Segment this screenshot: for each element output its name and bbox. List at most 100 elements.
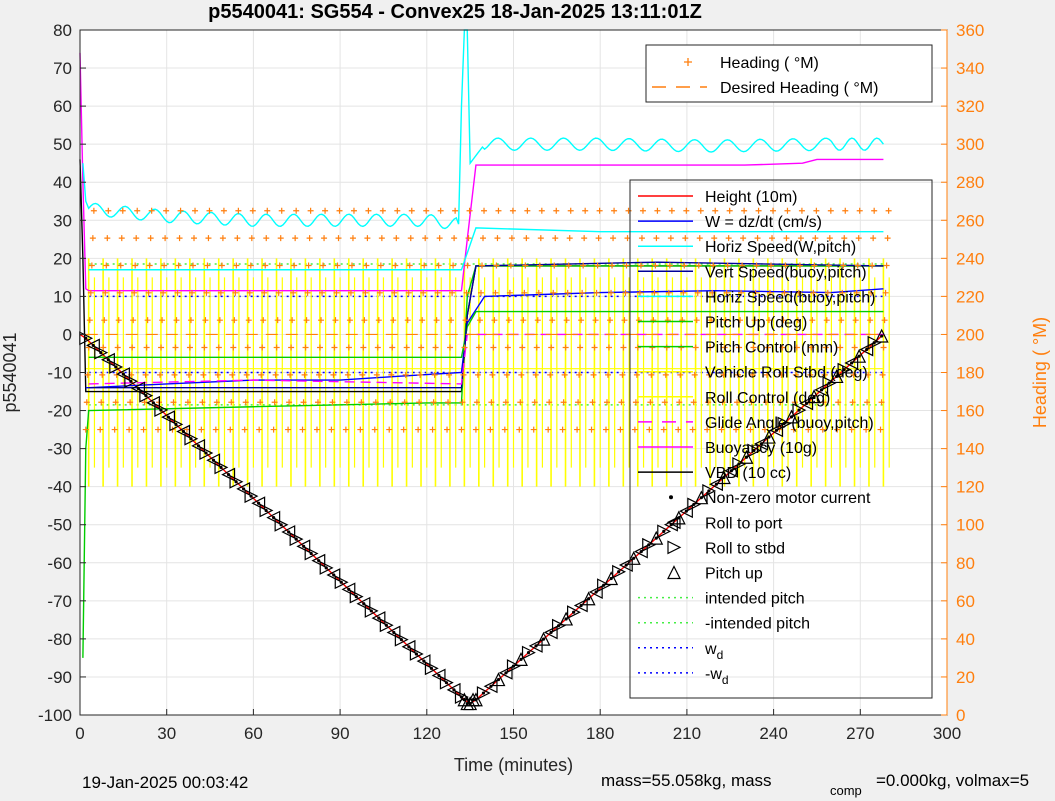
y2-tick-label: 320 [956,97,984,116]
heading-marker [461,344,468,351]
heading-marker [288,344,295,351]
heading-marker [393,235,400,242]
x-tick-label: 0 [75,724,84,743]
attitude-event-marker [604,571,619,586]
heading-marker [199,399,206,406]
heading-marker [334,262,341,269]
heading-marker [851,344,858,351]
attitude-event-marker [799,396,814,411]
heading-marker [491,317,498,324]
heading-marker [537,235,544,242]
heading-marker [270,426,277,433]
heading-marker [632,399,639,406]
heading-marker [140,426,147,433]
heading-marker [633,371,640,378]
heading-marker [275,289,282,296]
series-line [82,29,884,230]
heading-marker [706,371,713,378]
heading-marker [260,317,267,324]
heading-marker [214,371,221,378]
y-axis-label: p5540041 [0,332,20,412]
heading-marker [551,262,558,269]
attitude-event-marker [364,603,379,618]
motor-current-dot [699,496,703,500]
heading-marker [130,317,137,324]
series-line [88,227,884,271]
y2-tick-label: 160 [956,402,984,421]
heading-marker [693,317,700,324]
motor-current-dot [151,401,156,405]
heading-marker [796,262,803,269]
attitude-event-marker [154,403,169,417]
heading-marker [548,344,555,351]
heading-marker [177,207,184,214]
motor-current-dot [471,698,475,702]
heading-marker [605,371,612,378]
motor-current-dot [129,379,133,383]
motor-current-dot [534,644,538,648]
heading-marker [431,371,438,378]
y-tick-label: 10 [53,287,72,306]
heading-marker [131,289,138,296]
heading-marker [840,262,847,269]
heading-marker [884,235,891,242]
attitude-event-marker [394,632,409,647]
motor-current-dot [819,388,824,392]
attitude-event-marker [139,388,154,403]
attitude-event-marker [649,530,664,545]
attitude-event-marker [146,395,161,410]
heading-marker [301,371,308,378]
heading-marker [765,317,772,324]
heading-marker [147,235,154,242]
attitude-event-marker [597,578,612,593]
heading-marker [349,235,356,242]
motor-current-dot [865,347,869,352]
attitude-event-marker [251,496,266,511]
motor-current-dot [468,701,472,706]
heading-marker [400,426,407,433]
heading-marker [763,371,770,378]
attitude-event-marker [792,403,807,418]
heading-marker [313,426,320,433]
motor-current-dot [812,395,816,399]
heading-marker [328,426,335,433]
heading-marker [821,371,828,378]
heading-marker [116,289,123,296]
y-tick-label: -80 [47,630,72,649]
heading-marker [203,289,210,296]
heading-marker [162,235,169,242]
motor-current-dot [347,587,351,591]
heading-marker [662,371,669,378]
y-tick-label: 0 [63,325,72,344]
heading-marker [519,344,526,351]
heading-marker [262,262,269,269]
y2-tick-label: 240 [956,249,984,268]
heading-marker [362,289,369,296]
heading-marker [610,235,617,242]
y2-tick-label: 40 [956,630,975,649]
heading-marker [248,235,255,242]
attitude-event-marker [341,582,356,597]
legend-main-label: Pitch Control (mm) [705,340,838,357]
heading-marker [102,289,109,296]
heading-marker [101,317,108,324]
heading-marker [516,426,523,433]
attitude-event-marker [514,652,528,666]
heading-marker [191,235,198,242]
marker-layer [79,207,892,711]
heading-marker [777,399,784,406]
heading-marker [90,207,97,214]
heading-marker [735,371,742,378]
attitude-event-marker [626,550,641,565]
heading-marker [864,399,871,406]
y-tick-label: -10 [47,364,72,383]
y-tick-label: -30 [47,440,72,459]
attitude-event-marker [100,352,115,367]
heading-marker [740,235,747,242]
heading-marker [507,262,514,269]
attitude-event-marker [642,537,657,552]
x-tick-label: 30 [157,724,176,743]
heading-marker [863,426,870,433]
heading-marker [819,426,826,433]
heading-marker [305,262,312,269]
